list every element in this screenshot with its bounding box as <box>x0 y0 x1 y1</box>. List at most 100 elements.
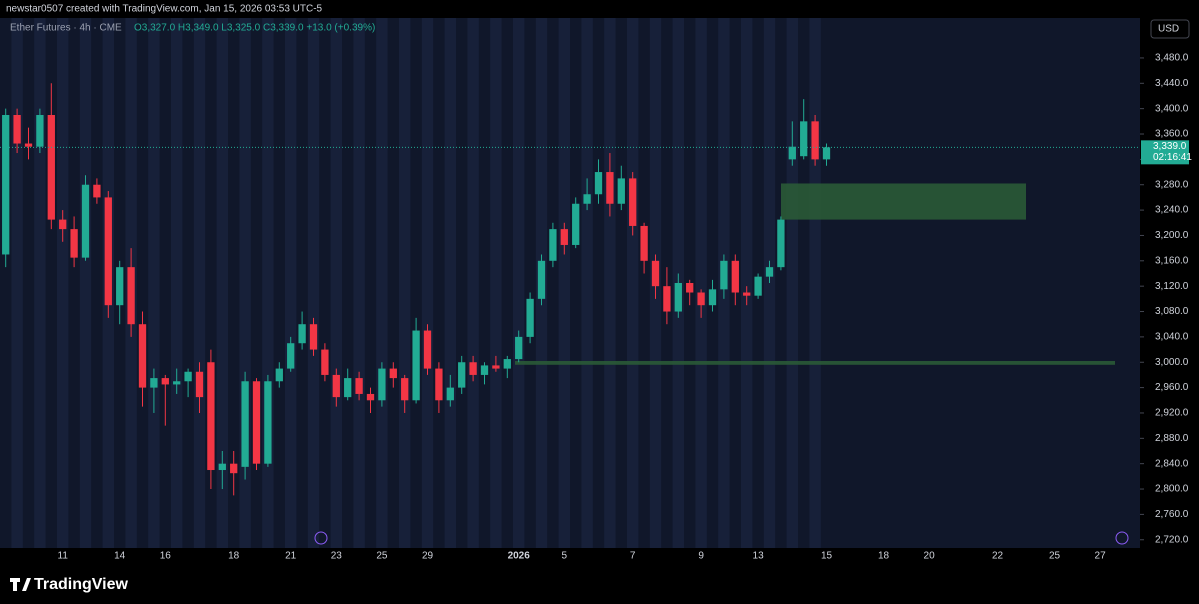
candle-body <box>264 381 272 464</box>
time-axis <box>0 548 1140 565</box>
y-tick-label: 2,760.0 <box>1155 509 1189 520</box>
candle-body <box>241 381 249 467</box>
x-tick-label: 27 <box>1095 551 1107 562</box>
y-tick-label: 2,800.0 <box>1155 484 1189 495</box>
candle-body <box>81 184 90 258</box>
x-tick-label: 5 <box>562 551 568 562</box>
candle-body <box>24 143 33 147</box>
candle-body <box>720 260 728 290</box>
candle-body <box>2 114 10 255</box>
symbol: Ether Futures · 4h · CME <box>10 23 122 34</box>
jump-icon[interactable] <box>1115 531 1129 545</box>
candle-body <box>70 229 78 258</box>
y-tick-label: 2,880.0 <box>1155 433 1189 444</box>
y-tick-label: 3,000.0 <box>1155 357 1189 368</box>
y-tick-label: 3,280.0 <box>1155 179 1189 190</box>
candle-body <box>298 324 306 344</box>
candle-body <box>458 362 466 388</box>
x-tick-label: 2026 <box>508 551 531 562</box>
header: newstar0507 created with TradingView.com… <box>6 4 323 15</box>
currency-box[interactable] <box>1150 19 1190 39</box>
candle-body <box>184 371 192 382</box>
y-tick-label: 2,920.0 <box>1155 408 1189 419</box>
session-stripe <box>79 18 92 548</box>
candle-body <box>321 349 329 375</box>
candle-body <box>594 172 603 195</box>
candle-body <box>629 178 637 226</box>
session-stripe <box>627 18 639 548</box>
session-stripe <box>421 18 434 548</box>
candle-body <box>663 286 671 312</box>
session-stripe <box>695 18 707 548</box>
plot <box>0 83 1140 496</box>
session-stripe <box>376 18 388 548</box>
y-tick-label: 3,440.0 <box>1155 78 1189 89</box>
candle-body <box>47 114 55 220</box>
candle-body <box>355 378 363 394</box>
candle-body <box>480 365 489 375</box>
candle-body <box>560 229 568 245</box>
candle-body <box>708 289 717 306</box>
candle-body <box>287 343 295 369</box>
jump-icon[interactable] <box>314 531 328 545</box>
session-stripe <box>444 18 456 548</box>
candle-body <box>435 368 443 401</box>
session-stripe <box>262 18 274 548</box>
x-tick-label: 14 <box>114 551 126 562</box>
session-stripe <box>399 18 411 548</box>
session-stripe <box>353 18 365 548</box>
y-tick-label: 3,080.0 <box>1155 306 1189 317</box>
candle-body <box>161 378 169 385</box>
session-stripe <box>581 18 593 548</box>
y-tick-label: 3,040.0 <box>1155 332 1189 343</box>
y-tick-label: 2,720.0 <box>1155 534 1189 545</box>
candle-body <box>822 147 831 160</box>
x-tick-label: 13 <box>753 551 765 562</box>
candle-body <box>127 267 135 325</box>
session-stripe <box>558 18 570 548</box>
candle-body <box>13 114 21 144</box>
x-tick-label: 7 <box>630 551 636 562</box>
candle-body <box>515 336 523 360</box>
last-price-label: 3,339.0 <box>1153 141 1187 152</box>
session-stripe <box>239 18 251 548</box>
x-tick-label: 25 <box>1049 551 1061 562</box>
session-stripe <box>786 18 798 548</box>
session-stripe <box>809 18 821 548</box>
candle-body <box>344 378 352 398</box>
y-tick-label: 3,480.0 <box>1155 53 1189 64</box>
session-stripe <box>57 18 69 548</box>
candle-body <box>59 219 67 230</box>
y-tick-label: 3,360.0 <box>1155 129 1189 140</box>
candle-body <box>765 267 774 277</box>
candle-body <box>366 393 375 401</box>
session-stripe <box>148 18 160 548</box>
currency[interactable]: USD <box>1158 24 1179 35</box>
x-tick-label: 16 <box>160 551 172 562</box>
session-stripe <box>604 18 616 548</box>
session-stripe <box>216 18 228 548</box>
candle-body <box>230 463 238 474</box>
session-stripe <box>467 18 479 548</box>
candle-body <box>423 330 432 369</box>
candle-body <box>150 378 158 388</box>
candle-body <box>606 172 614 204</box>
candle-body <box>412 330 420 401</box>
countdown: 02:16:41 <box>1153 152 1192 163</box>
session-stripe <box>490 18 502 548</box>
candle-body <box>93 184 101 198</box>
session-stripe <box>307 18 320 548</box>
x-tick-label: 29 <box>422 551 434 562</box>
x-tick-label: 25 <box>376 551 388 562</box>
candle-body <box>788 146 796 160</box>
y-tick-label: 3,240.0 <box>1155 205 1189 216</box>
ohlc-readout: O3,327.0 H3,349.0 L3,325.0 C3,339.0 +13.… <box>134 23 375 34</box>
session-stripe <box>330 18 342 548</box>
candle-body <box>207 362 215 471</box>
candle-body <box>503 359 511 369</box>
session-stripe <box>285 18 297 548</box>
x-tick-label: 23 <box>331 551 343 562</box>
x-tick-label: 18 <box>878 551 890 562</box>
candle-body <box>252 381 261 464</box>
candle-body <box>469 362 477 375</box>
